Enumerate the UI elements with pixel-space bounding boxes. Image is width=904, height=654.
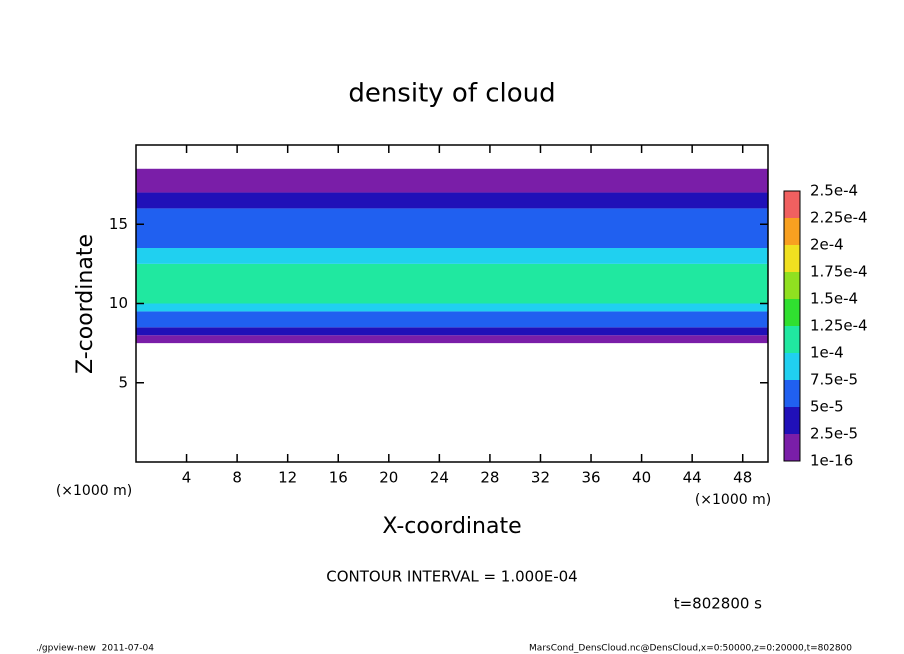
colorbar-box	[784, 191, 800, 218]
y-tick-label: 10	[109, 294, 128, 312]
x-tick-label: 48	[733, 469, 752, 487]
colorbar-box	[784, 272, 800, 299]
colorbar-box	[784, 245, 800, 272]
x-unit-label: (×1000 m)	[56, 483, 132, 499]
x-axis-label: X-coordinate	[382, 514, 521, 539]
x-tick-label: 8	[232, 469, 242, 487]
x-tick-label: 20	[379, 469, 398, 487]
density-band	[136, 192, 768, 209]
density-band	[136, 208, 768, 249]
colorbar-label: 1.25e-4	[810, 317, 868, 335]
x-tick-label: 44	[683, 469, 702, 487]
colorbar-box	[784, 380, 800, 407]
density-band	[136, 303, 768, 312]
colorbar-box	[784, 434, 800, 461]
colorbar-label: 1e-4	[810, 344, 844, 362]
y-axis-label: Z-coordinate	[73, 234, 98, 374]
footer-left: ./gpview-new 2011-07-04	[36, 644, 154, 654]
colorbar-label: 2.5e-4	[810, 182, 858, 200]
time-label: t=802800 s	[674, 595, 762, 613]
colorbar-label: 1e-16	[810, 452, 853, 470]
colorbar-box	[784, 407, 800, 434]
colorbar-label: 7.5e-5	[810, 371, 858, 389]
density-band	[136, 168, 768, 193]
colorbar-label: 2.5e-5	[810, 425, 858, 443]
density-band	[136, 335, 768, 344]
colorbar-label: 1.5e-4	[810, 290, 858, 308]
y-tick-label: 15	[109, 215, 128, 233]
colorbar-box	[784, 353, 800, 380]
chart-title: density of cloud	[348, 79, 555, 109]
density-band	[136, 248, 768, 264]
contour-label: CONTOUR INTERVAL = 1.000E-04	[326, 568, 577, 586]
colorbar-box	[784, 299, 800, 326]
x-unit-label: (×1000 m)	[695, 492, 771, 508]
y-tick-label: 5	[118, 373, 128, 391]
footer-right: MarsCond_DensCloud.nc@DensCloud,x=0:5000…	[529, 644, 852, 654]
colorbar-box	[784, 218, 800, 245]
density-band	[136, 327, 768, 336]
colorbar-box	[784, 326, 800, 353]
x-tick-label: 16	[329, 469, 348, 487]
density-band	[136, 263, 768, 304]
colorbar-label: 2.25e-4	[810, 209, 868, 227]
x-tick-label: 28	[480, 469, 499, 487]
colorbar-label: 5e-5	[810, 398, 844, 416]
x-tick-label: 24	[430, 469, 449, 487]
x-tick-label: 40	[632, 469, 651, 487]
x-tick-label: 4	[182, 469, 192, 487]
colorbar-label: 1.75e-4	[810, 263, 868, 281]
x-tick-label: 12	[278, 469, 297, 487]
colorbar-label: 2e-4	[810, 236, 844, 254]
colorbar-frame	[783, 190, 801, 462]
x-tick-label: 36	[581, 469, 600, 487]
x-tick-label: 32	[531, 469, 550, 487]
density-band	[136, 311, 768, 328]
